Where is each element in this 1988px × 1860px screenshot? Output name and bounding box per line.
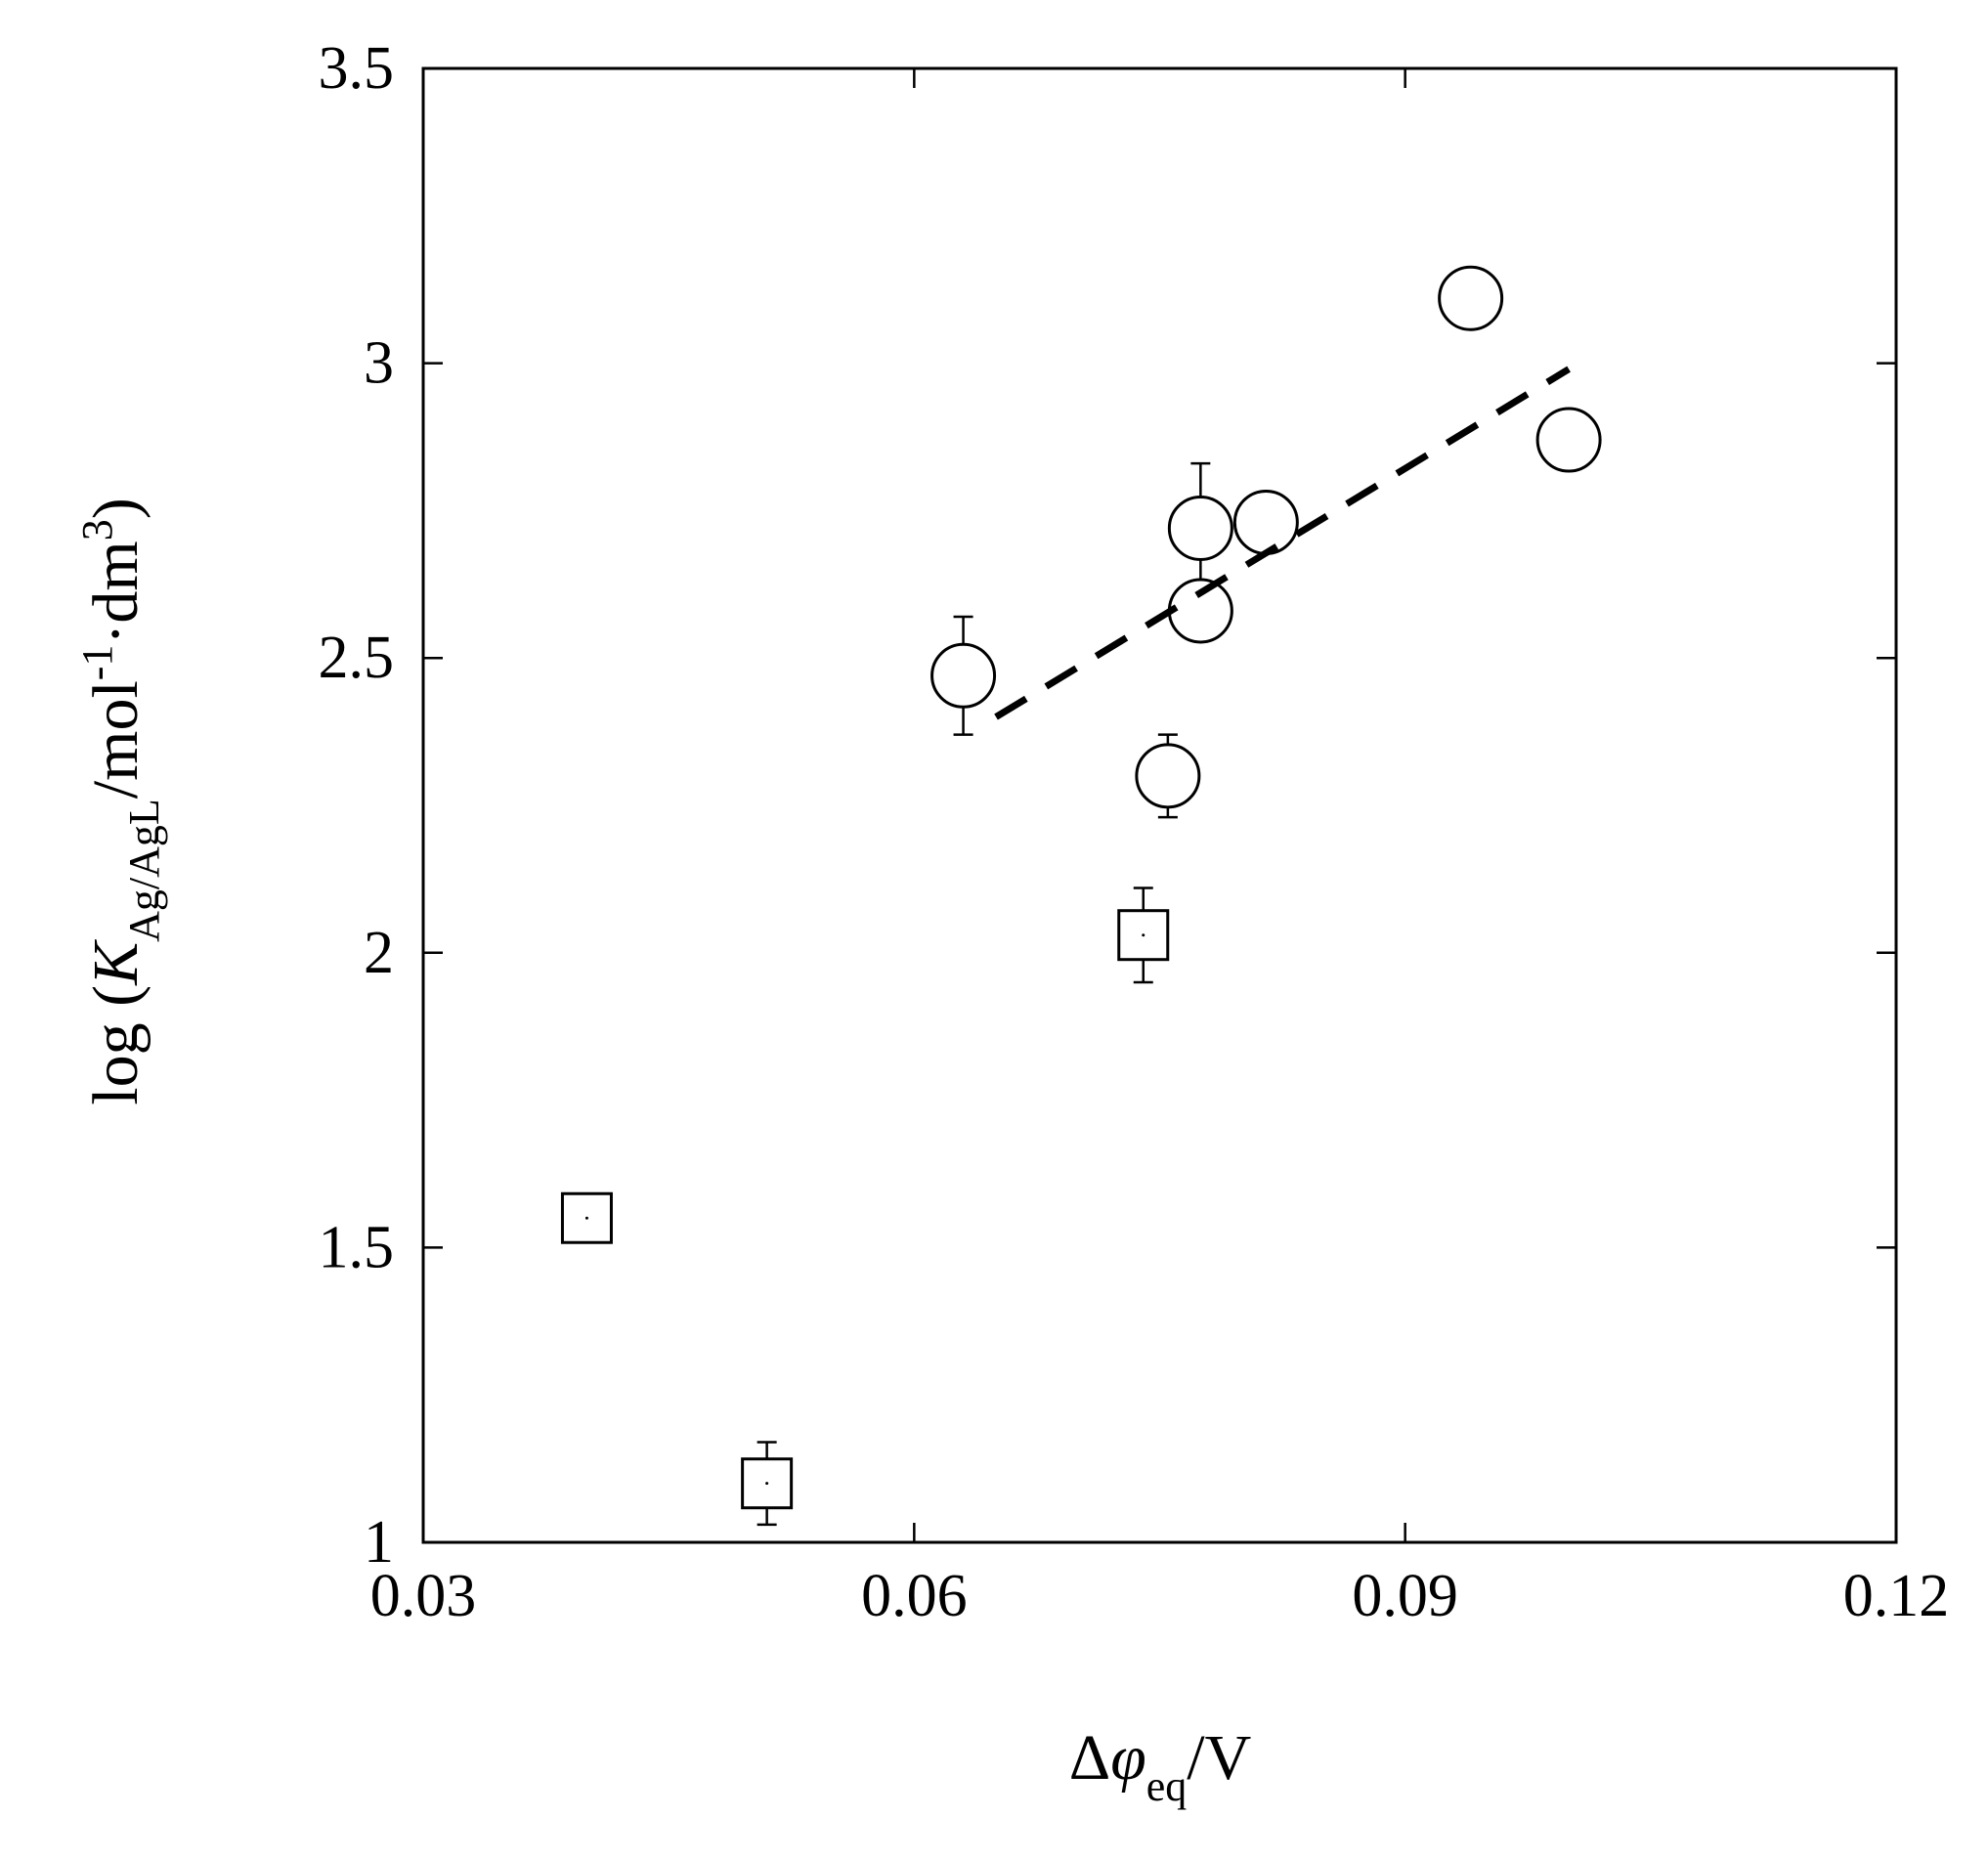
x-axis-label-part: eq [1146,1762,1188,1810]
point-center [1142,933,1145,937]
point [1232,489,1299,555]
x-axis-label: Δφeq/V [1069,1722,1252,1810]
y-tick-label: 3 [364,330,394,397]
y-axis-label-part: log ( [80,985,151,1105]
point [1135,743,1201,809]
y-axis-label-part: Ag/AgL [120,799,168,942]
plot-frame [421,66,1898,1544]
x-axis-label-part: φ [1110,1722,1146,1794]
y-axis-label-part: /mol [80,680,151,799]
y-axis-label-part: K [80,939,151,986]
x-tick-label: 0.03 [370,1563,477,1629]
fit-line [994,366,1571,720]
y-axis-label-part: 3 [73,519,121,541]
y-axis-label: log (KAg/AgL/mol-1·dm3) [73,497,168,1105]
y-tick-label: 1.5 [319,1214,395,1280]
x-tick-label: 0.09 [1352,1563,1458,1629]
y-axis-label-part: ) [80,497,151,519]
y-tick-label: 2 [364,920,394,986]
point [1167,495,1233,561]
y-tick-label: 2.5 [319,625,395,691]
y-tick-label: 1 [364,1509,394,1576]
x-tick-label: 0.12 [1843,1563,1950,1629]
x-tick-label: 0.06 [861,1563,968,1629]
point [930,642,997,709]
y-tick-label: 3.5 [319,35,395,102]
x-axis-label-part: /V [1187,1722,1251,1794]
point-center [765,1482,769,1486]
point [1535,407,1602,473]
point-center [584,1216,588,1220]
y-axis-label-part: ·dm [80,541,151,644]
x-axis-label-part: Δ [1069,1722,1110,1794]
y-axis-label-part: -1 [73,645,121,681]
point [1438,265,1504,331]
